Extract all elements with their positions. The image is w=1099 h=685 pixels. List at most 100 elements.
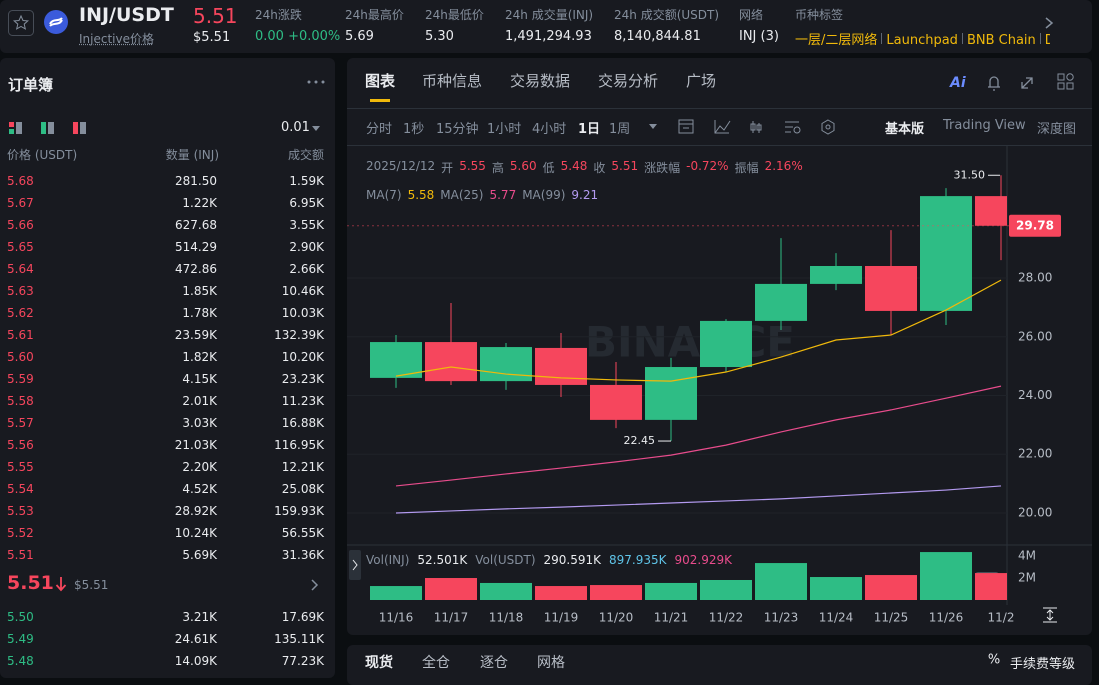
chart-tools[interactable]	[647, 118, 837, 136]
favorite-button[interactable]	[8, 10, 34, 36]
row-price: 5.55	[7, 460, 34, 474]
stat-value: 0.00 +0.00%	[255, 29, 341, 44]
x-tick-label: 11/24	[819, 611, 854, 625]
row-total: 56.55K	[281, 526, 324, 540]
scroll-right[interactable]	[1042, 15, 1056, 31]
candle-body	[645, 367, 697, 420]
row-total: 10.03K	[281, 306, 324, 320]
interval[interactable]: 1小时	[487, 122, 522, 137]
view-tab[interactable]: Trading View	[943, 118, 1026, 133]
info-value: 2.16%	[764, 159, 803, 173]
row-price: 5.61	[7, 328, 34, 342]
more-arrow[interactable]	[310, 578, 320, 592]
vol-legend: Vol(INJ) 52.501K Vol(USDT) 290.591K 897.935K…	[366, 553, 732, 567]
row-price: 5.65	[7, 240, 34, 254]
row-qty: 2.20K	[182, 460, 217, 474]
row-qty: 2.01K	[182, 394, 217, 408]
interval[interactable]: 4小时	[532, 122, 567, 137]
trade-tab[interactable]: 现货	[365, 655, 393, 671]
candle-body	[370, 342, 422, 378]
x-tick-label: 11/22	[709, 611, 744, 625]
trade-tab[interactable]: 逐仓	[480, 655, 508, 671]
row-price: 5.67	[7, 196, 34, 210]
row-qty: 10.24K	[174, 526, 217, 540]
chart-tab[interactable]: 图表	[365, 72, 396, 90]
row-total: 10.20K	[281, 350, 324, 364]
info-label: 涨跌幅	[644, 161, 681, 175]
row-price: 5.52	[7, 526, 34, 540]
chart-tab[interactable]: 交易数据	[510, 72, 571, 90]
candle-body	[480, 347, 532, 382]
trade-tab[interactable]: 全仓	[422, 655, 450, 671]
interval[interactable]: 15分钟	[436, 122, 479, 137]
layout-toggles[interactable]	[9, 121, 89, 135]
row-total: 31.36K	[281, 548, 324, 562]
row-price: 5.62	[7, 306, 34, 320]
plot	[370, 175, 1007, 600]
trade-tab[interactable]: 网格	[537, 655, 565, 671]
row-qty: 514.29	[175, 240, 217, 254]
more-menu[interactable]	[306, 76, 326, 88]
view-tab[interactable]: 基本版	[885, 122, 925, 137]
volume-bar	[755, 563, 807, 600]
header-bar	[0, 0, 1092, 53]
vol-item: Vol(INJ)	[366, 553, 410, 567]
row-price: 5.64	[7, 262, 34, 276]
tags: 一层/二层网络 Launchpad BNB Chain De	[795, 29, 1050, 48]
tool-icons[interactable]: Ai	[948, 70, 1078, 94]
row-price: 5.68	[7, 174, 34, 188]
candle-body	[810, 266, 862, 284]
row-total: 23.23K	[281, 372, 324, 386]
collapse-button[interactable]	[349, 550, 361, 580]
tags-label: 币种标签	[795, 8, 844, 22]
interval[interactable]: 1日	[578, 122, 601, 137]
view-tab[interactable]: 深度图	[1037, 122, 1077, 137]
fee-level[interactable]: 手续费等级	[1010, 657, 1076, 672]
row-price: 5.54	[7, 482, 34, 496]
info-label: 振幅	[734, 161, 759, 175]
row-price: 5.57	[7, 416, 34, 430]
stat-value: 5.30	[425, 29, 454, 44]
row-total: 12.21K	[281, 460, 324, 474]
volume-bar	[810, 577, 862, 600]
fit-button[interactable]	[1043, 607, 1057, 623]
row-price: 5.48	[7, 654, 34, 668]
chart-tab[interactable]: 广场	[686, 72, 717, 90]
interval[interactable]: 1秒	[403, 122, 425, 137]
row-qty: 472.86	[175, 262, 217, 276]
orderbook-title: 订单簿	[8, 76, 54, 94]
row-total: 116.95K	[274, 438, 324, 452]
min-label: 22.45	[624, 434, 656, 447]
chart-tab[interactable]: 币种信息	[422, 72, 483, 90]
last-label: 29.78	[1016, 218, 1054, 232]
candle-body	[590, 384, 642, 420]
info-value: 5.48	[560, 159, 588, 173]
coin-name[interactable]: Injective价格	[79, 32, 154, 46]
divider	[347, 145, 1092, 146]
info-value: -0.72%	[686, 159, 729, 173]
row-total: 1.59K	[289, 174, 324, 188]
stat-label: 24h 成交量(INJ)	[505, 8, 594, 22]
x-tick-label: 11/17	[434, 611, 469, 625]
volume-bar	[370, 586, 422, 600]
interval[interactable]: 分时	[366, 122, 393, 137]
y-tick-label: 28.00	[1018, 271, 1052, 285]
volume-bar	[535, 586, 587, 600]
y-tick-label: 20.00	[1018, 505, 1052, 519]
x-tick-label: 11/25	[874, 611, 909, 625]
row-qty: 281.50	[175, 174, 217, 188]
vol-item: Vol(USDT)	[475, 553, 536, 567]
volume-bar	[425, 578, 477, 600]
pair: INJ/USDT	[79, 4, 174, 26]
interval[interactable]: 1周	[609, 122, 631, 137]
chart-tab[interactable]: 交易分析	[598, 72, 659, 90]
info-label: 开	[441, 161, 454, 175]
vol-item: 897.935K	[609, 553, 667, 567]
row-price: 5.49	[7, 632, 34, 646]
precision-select[interactable]: 0.01	[281, 120, 310, 135]
stat-value: INJ (3)	[739, 29, 779, 44]
stat-label: 24h最高价	[345, 8, 404, 22]
y-tick-label: 26.00	[1018, 329, 1052, 343]
row-qty: 5.69K	[182, 548, 217, 562]
